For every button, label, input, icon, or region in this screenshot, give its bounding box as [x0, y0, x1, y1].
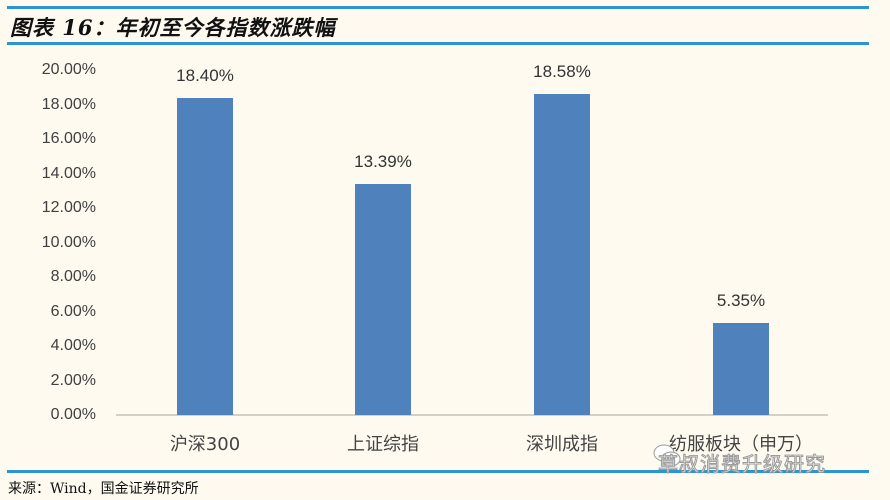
x-tick-label: 纺服板块（申万） [669, 434, 813, 455]
bar [355, 184, 411, 415]
data-label: 5.35% [716, 290, 766, 310]
y-tick-label: 12.00% [41, 199, 96, 216]
bar [534, 94, 590, 415]
x-tick-label: 上证综指 [347, 434, 419, 455]
y-tick-label: 2.00% [50, 371, 96, 389]
y-tick-label: 10.00% [41, 233, 96, 251]
y-tick-label: 8.00% [50, 268, 96, 285]
y-tick-label: 20.00% [41, 61, 96, 78]
y-tick-label: 14.00% [41, 164, 96, 182]
y-tick-label: 4.00% [50, 337, 96, 354]
data-label: 18.58% [533, 62, 591, 82]
bar [713, 322, 769, 415]
title-rule [7, 42, 869, 45]
source-note: 来源：Wind，国金证券研究所 [8, 481, 199, 497]
x-tick-label: 沪深300 [169, 434, 241, 455]
data-label: 18.40% [176, 65, 234, 85]
y-tick-label: 6.00% [50, 302, 96, 320]
y-tick-label: 0.00% [50, 406, 96, 423]
watermark: 草叔消费升级研究 [658, 452, 826, 477]
bottom-rule [7, 470, 869, 473]
data-label: 13.39% [354, 152, 412, 172]
bar [177, 97, 233, 415]
y-tick-label: 16.00% [41, 130, 96, 147]
wechat-icon [653, 444, 681, 467]
y-tick-label: 18.00% [41, 95, 96, 113]
top-rule [7, 6, 869, 9]
x-tick-label: 深圳成指 [526, 434, 598, 455]
chart-title: 图表 16：年初至今各指数涨跌幅 [10, 15, 336, 40]
x-axis-line [116, 414, 828, 416]
